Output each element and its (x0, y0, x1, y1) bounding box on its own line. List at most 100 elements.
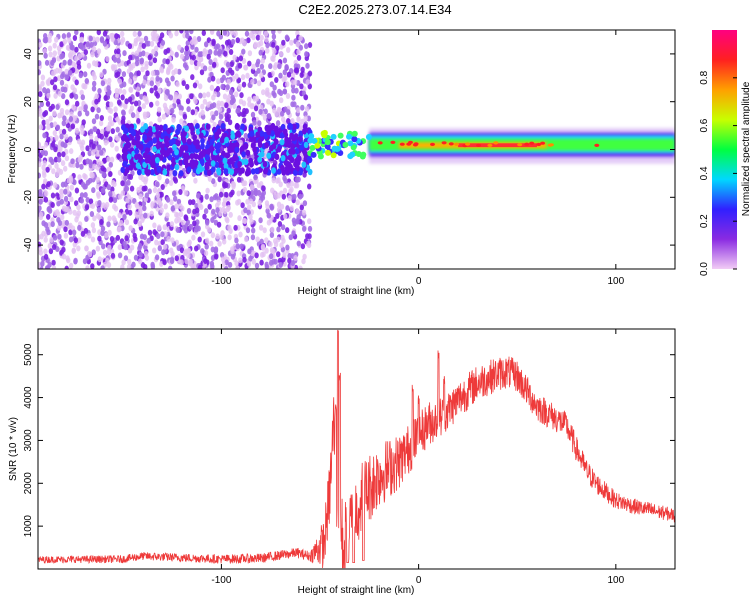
heatmap-cell (245, 227, 251, 234)
heatmap-cell (192, 208, 197, 215)
heatmap-cell (237, 83, 242, 90)
heatmap-cell (269, 144, 274, 152)
heatmap-cell (151, 48, 156, 55)
heatmap-cell (159, 32, 165, 39)
heatmap-cell (68, 136, 73, 143)
heatmap-cell (229, 99, 235, 106)
heatmap-cell (209, 138, 215, 145)
heatmap-cell (263, 167, 269, 174)
heatmap-cell (249, 184, 255, 191)
heatmap-cell (242, 143, 248, 150)
heatmap-cell (68, 229, 73, 236)
heatmap-cell (132, 31, 137, 37)
heatmap-cell (190, 262, 195, 269)
heatmap-cell (97, 200, 102, 206)
heatmap-cell (70, 158, 75, 165)
heatmap-cell (222, 238, 227, 245)
snr-frame (37, 328, 676, 570)
heatmap-cell (58, 129, 64, 135)
heatmap-cell (276, 106, 282, 113)
heatmap-cell (105, 56, 110, 62)
heatmap-cell (276, 206, 282, 213)
heatmap-cell (121, 109, 126, 116)
heatmap-cell (53, 92, 58, 99)
heatmap-cell (68, 236, 74, 243)
heatmap-cell (224, 39, 230, 46)
heatmap-cell (159, 261, 164, 267)
heatmap-cell (210, 232, 216, 239)
heatmap-cell (57, 151, 62, 158)
colorbar-tick-label: 0.6 (699, 118, 710, 132)
heatmap-axis-ticks: -100 0 100 -40 -20 0 20 40 (23, 30, 675, 287)
heatmap-cell (296, 48, 301, 55)
heatmap-cell (238, 55, 244, 62)
heatmap-cell (170, 75, 175, 82)
heatmap-cell (259, 259, 264, 266)
heatmap-cell (64, 68, 69, 75)
heatmap-cell (150, 261, 155, 268)
heatmap-cell (193, 98, 198, 105)
heatmap-cell (524, 142, 530, 146)
heatmap-cell (99, 115, 105, 121)
heatmap-cell (101, 243, 106, 250)
heatmap-cell (63, 232, 69, 239)
heatmap-cell (38, 41, 43, 48)
heatmap-cell (131, 261, 136, 268)
heatmap-cell (290, 260, 295, 267)
heatmap-cell (92, 80, 97, 87)
heatmap-cell (224, 102, 229, 109)
heatmap-cell (187, 239, 192, 246)
heatmap-cell (307, 218, 312, 225)
heatmap-cell (174, 203, 179, 210)
heatmap-cell (43, 236, 48, 243)
heatmap-cell (250, 30, 255, 36)
heatmap-cell (152, 187, 158, 194)
heatmap-cell (307, 83, 312, 90)
heatmap-cell (210, 75, 216, 82)
heatmap-cell (136, 70, 141, 77)
heatmap-cell (282, 187, 288, 194)
heatmap-cell (286, 137, 292, 144)
heatmap-cell (204, 237, 210, 244)
heatmap-cell (263, 133, 268, 140)
heatmap-cell (84, 245, 89, 252)
heatmap-cell (38, 107, 43, 114)
heatmap-cell (377, 141, 383, 145)
heatmap-cell (138, 193, 143, 200)
heatmap-cell (275, 120, 281, 127)
heatmap-cell (209, 145, 215, 152)
heatmap-cell (273, 62, 278, 69)
heatmap-cell (92, 60, 97, 67)
heatmap-cell (184, 258, 189, 265)
heatmap-cell (121, 153, 127, 160)
snr-y-tick-label: 2000 (23, 472, 34, 495)
heatmap-cell (146, 169, 152, 176)
heatmap-cell (540, 141, 546, 145)
heatmap-cell (177, 124, 182, 131)
heatmap-cell (239, 92, 244, 99)
heatmap-cell (155, 100, 160, 107)
heatmap-cell (74, 30, 79, 36)
heatmap-cell (285, 205, 290, 212)
heatmap-cell (151, 126, 157, 133)
heatmap-cell (107, 215, 112, 222)
heatmap-cell (241, 81, 247, 88)
heatmap-cell (59, 133, 64, 140)
heatmap-cell (88, 162, 94, 169)
heatmap-cell (121, 259, 126, 266)
heatmap-cell (225, 61, 231, 68)
heatmap-cell (122, 89, 127, 95)
heatmap-cell (263, 30, 269, 37)
heatmap-cell (133, 218, 138, 225)
heatmap-cell (170, 237, 175, 244)
heatmap-cell (200, 143, 205, 150)
heatmap-cell (54, 36, 59, 43)
heatmap-cell (54, 135, 59, 141)
heatmap-cell (295, 107, 301, 114)
heatmap-cell (298, 265, 303, 269)
heatmap-cell (244, 30, 250, 37)
heatmap-cell (253, 105, 259, 112)
heatmap-cell (247, 204, 252, 211)
heatmap-cell (134, 201, 139, 208)
heatmap-cell (143, 212, 148, 219)
